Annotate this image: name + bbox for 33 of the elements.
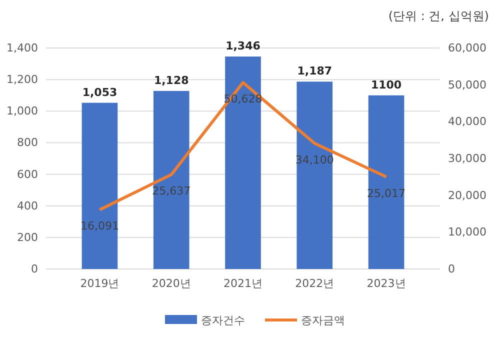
data-label: 1,187 bbox=[297, 64, 332, 78]
y2-tick-label: 30,000 bbox=[448, 152, 486, 166]
y-tick-label: 0 bbox=[31, 262, 38, 276]
bar bbox=[296, 82, 333, 269]
bar bbox=[82, 102, 118, 269]
y-tick-label: 800 bbox=[17, 136, 38, 150]
y-tick-label: 400 bbox=[17, 199, 38, 212]
bar bbox=[153, 90, 190, 269]
legend-label: 증자건수 bbox=[201, 314, 245, 327]
text: (단위 : 건, 십억원) bbox=[388, 9, 489, 23]
y2-tick-label: 20,000 bbox=[448, 188, 486, 202]
y2-tick-label: 10,000 bbox=[448, 226, 486, 239]
y-tick-label: 1,200 bbox=[6, 73, 38, 86]
x-tick-label: 2019년 bbox=[80, 276, 120, 290]
bar bbox=[225, 56, 261, 269]
x-tick-label: 2021년 bbox=[224, 276, 262, 290]
bar bbox=[368, 95, 404, 269]
x-tick-label: 2020년 bbox=[152, 276, 191, 290]
x-tick-label: 2023년 bbox=[366, 276, 406, 290]
legend-label: 증자금액 bbox=[301, 314, 345, 327]
data-label: 1,128 bbox=[154, 74, 189, 87]
y-tick-label: 200 bbox=[17, 230, 38, 244]
y2-tick-label: 60,000 bbox=[448, 42, 486, 55]
y-tick-label: 1,400 bbox=[6, 42, 38, 55]
data-label: 1,346 bbox=[226, 40, 261, 53]
y2-tick-label: 40,000 bbox=[448, 115, 486, 128]
data-label: 1,053 bbox=[82, 86, 118, 99]
y-tick-label: 1,000 bbox=[6, 104, 38, 118]
y2-tick-label: 50,000 bbox=[448, 78, 486, 92]
x-tick-label: 2022년 bbox=[295, 276, 334, 290]
data-label: 1100 bbox=[370, 78, 402, 92]
y-tick-label: 600 bbox=[17, 168, 38, 181]
y2-tick-label: 0 bbox=[448, 262, 455, 276]
